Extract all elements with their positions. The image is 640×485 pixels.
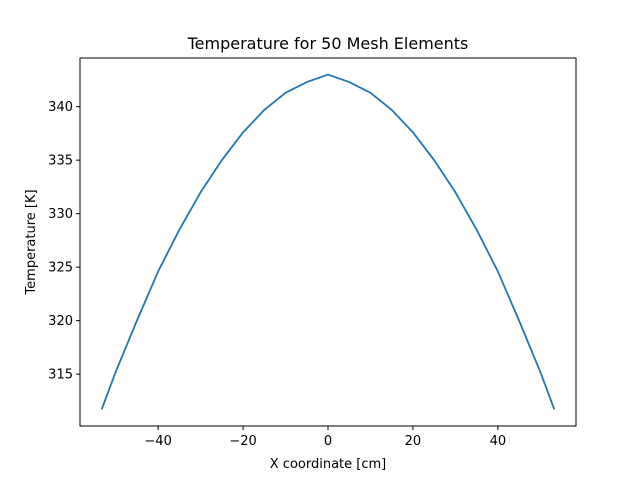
series-layer (100, 73, 556, 410)
chart-title: Temperature for 50 Mesh Elements (187, 34, 469, 53)
y-axis-label: Temperature [K] (24, 189, 39, 295)
y-tick-label: 330 (48, 207, 73, 222)
axis-ticks: −40 −20 0 20 40 315 320 325 330 335 340 (48, 100, 506, 449)
x-tick-label: 40 (490, 434, 507, 449)
x-tick-label: 0 (324, 434, 332, 449)
y-tick-label: 340 (48, 100, 73, 115)
y-tick-label: 320 (48, 314, 73, 329)
x-tick-label: −20 (229, 434, 256, 449)
y-tick-label: 335 (48, 154, 73, 169)
x-tick-label: −40 (144, 434, 171, 449)
y-tick-label: 325 (48, 261, 73, 276)
x-axis-label: X coordinate [cm] (270, 457, 386, 472)
x-tick-label: 20 (405, 434, 422, 449)
temperature-series-line (100, 73, 556, 410)
plot-area-frame (79, 57, 577, 427)
y-tick-label: 315 (48, 368, 73, 383)
